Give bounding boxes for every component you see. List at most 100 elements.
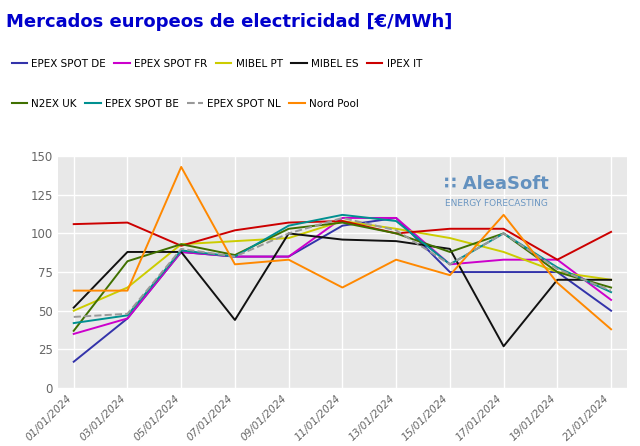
- Legend: N2EX UK, EPEX SPOT BE, EPEX SPOT NL, Nord Pool: N2EX UK, EPEX SPOT BE, EPEX SPOT NL, Nor…: [12, 99, 359, 109]
- EPEX SPOT NL: [231, 254, 239, 259]
- EPEX SPOT NL: [124, 311, 131, 317]
- EPEX SPOT NL: [607, 288, 615, 293]
- EPEX SPOT BE: [339, 212, 346, 218]
- Line: MIBEL ES: MIBEL ES: [74, 233, 611, 346]
- EPEX SPOT DE: [285, 254, 292, 259]
- MIBEL PT: [70, 308, 77, 314]
- N2EX UK: [607, 285, 615, 290]
- EPEX SPOT FR: [554, 257, 561, 262]
- N2EX UK: [231, 252, 239, 258]
- MIBEL PT: [285, 235, 292, 241]
- N2EX UK: [392, 231, 400, 236]
- EPEX SPOT FR: [446, 262, 454, 267]
- EPEX SPOT BE: [177, 248, 185, 253]
- EPEX SPOT DE: [124, 316, 131, 321]
- IPEX IT: [339, 219, 346, 224]
- IPEX IT: [554, 257, 561, 262]
- Line: IPEX IT: IPEX IT: [74, 221, 611, 260]
- MIBEL ES: [231, 317, 239, 322]
- N2EX UK: [177, 242, 185, 247]
- MIBEL PT: [500, 249, 508, 255]
- EPEX SPOT DE: [177, 249, 185, 255]
- EPEX SPOT FR: [339, 215, 346, 221]
- Line: EPEX SPOT NL: EPEX SPOT NL: [74, 218, 611, 317]
- EPEX SPOT DE: [607, 308, 615, 314]
- EPEX SPOT NL: [554, 266, 561, 272]
- IPEX IT: [500, 226, 508, 231]
- EPEX SPOT DE: [500, 269, 508, 275]
- N2EX UK: [70, 328, 77, 334]
- EPEX SPOT NL: [285, 231, 292, 236]
- Nord Pool: [446, 273, 454, 278]
- MIBEL ES: [177, 249, 185, 255]
- Nord Pool: [285, 257, 292, 262]
- Nord Pool: [177, 164, 185, 169]
- Line: EPEX SPOT BE: EPEX SPOT BE: [74, 215, 611, 323]
- Text: ∷ AleaSoft: ∷ AleaSoft: [444, 175, 548, 193]
- EPEX SPOT DE: [70, 359, 77, 364]
- N2EX UK: [554, 269, 561, 275]
- EPEX SPOT DE: [231, 254, 239, 259]
- IPEX IT: [607, 229, 615, 235]
- EPEX SPOT FR: [70, 331, 77, 337]
- IPEX IT: [124, 220, 131, 225]
- MIBEL ES: [70, 305, 77, 310]
- EPEX SPOT NL: [446, 262, 454, 267]
- EPEX SPOT BE: [446, 262, 454, 267]
- Nord Pool: [500, 212, 508, 218]
- EPEX SPOT FR: [177, 249, 185, 255]
- IPEX IT: [177, 243, 185, 248]
- EPEX SPOT DE: [339, 223, 346, 228]
- Text: ENERGY FORECASTING: ENERGY FORECASTING: [445, 199, 548, 208]
- EPEX SPOT FR: [500, 257, 508, 262]
- EPEX SPOT NL: [500, 231, 508, 236]
- MIBEL PT: [446, 235, 454, 241]
- MIBEL PT: [607, 277, 615, 282]
- EPEX SPOT NL: [177, 246, 185, 252]
- MIBEL ES: [500, 343, 508, 349]
- N2EX UK: [500, 231, 508, 236]
- MIBEL ES: [392, 239, 400, 244]
- MIBEL ES: [124, 249, 131, 255]
- EPEX SPOT NL: [70, 314, 77, 320]
- MIBEL PT: [177, 242, 185, 247]
- Nord Pool: [124, 288, 131, 293]
- Nord Pool: [339, 285, 346, 290]
- Nord Pool: [70, 288, 77, 293]
- Text: Mercados europeos de electricidad [€/MWh]: Mercados europeos de electricidad [€/MWh…: [6, 13, 452, 31]
- IPEX IT: [70, 222, 77, 227]
- EPEX SPOT BE: [554, 265, 561, 270]
- EPEX SPOT FR: [607, 297, 615, 302]
- MIBEL ES: [285, 231, 292, 236]
- IPEX IT: [392, 231, 400, 236]
- N2EX UK: [124, 259, 131, 264]
- IPEX IT: [446, 226, 454, 231]
- EPEX SPOT FR: [124, 316, 131, 321]
- EPEX SPOT NL: [392, 227, 400, 233]
- EPEX SPOT FR: [392, 215, 400, 221]
- IPEX IT: [231, 227, 239, 233]
- Nord Pool: [231, 262, 239, 267]
- EPEX SPOT BE: [500, 231, 508, 236]
- EPEX SPOT BE: [124, 313, 131, 318]
- N2EX UK: [339, 220, 346, 225]
- EPEX SPOT FR: [285, 254, 292, 259]
- Nord Pool: [607, 326, 615, 332]
- Legend: EPEX SPOT DE, EPEX SPOT FR, MIBEL PT, MIBEL ES, IPEX IT: EPEX SPOT DE, EPEX SPOT FR, MIBEL PT, MI…: [12, 59, 422, 69]
- IPEX IT: [285, 220, 292, 225]
- Line: EPEX SPOT FR: EPEX SPOT FR: [74, 218, 611, 334]
- Line: Nord Pool: Nord Pool: [74, 167, 611, 329]
- Line: MIBEL PT: MIBEL PT: [74, 221, 611, 311]
- Line: EPEX SPOT DE: EPEX SPOT DE: [74, 218, 611, 362]
- MIBEL ES: [446, 246, 454, 252]
- EPEX SPOT BE: [392, 219, 400, 224]
- MIBEL ES: [554, 277, 561, 282]
- MIBEL PT: [231, 239, 239, 244]
- Nord Pool: [392, 257, 400, 262]
- MIBEL PT: [392, 226, 400, 231]
- Line: N2EX UK: N2EX UK: [74, 223, 611, 331]
- MIBEL PT: [124, 285, 131, 290]
- MIBEL PT: [339, 219, 346, 224]
- N2EX UK: [446, 249, 454, 255]
- Nord Pool: [554, 280, 561, 285]
